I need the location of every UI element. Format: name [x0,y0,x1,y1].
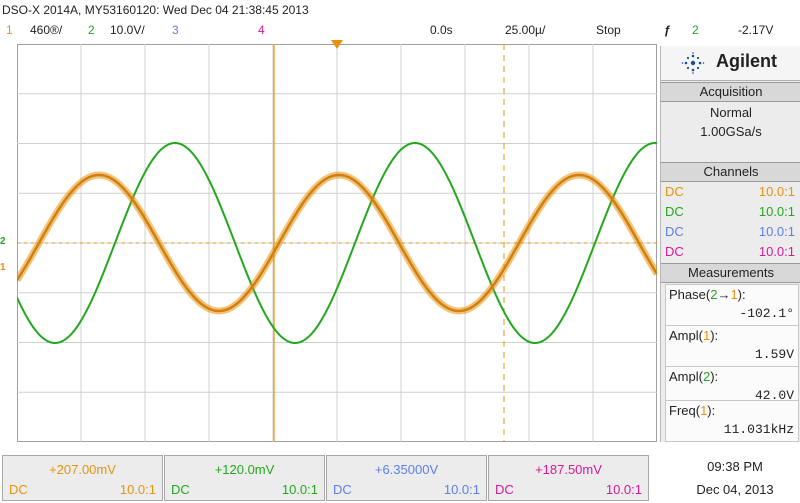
ch2-ground-marker[interactable]: 2 [0,236,6,247]
ampl2-close: ): [710,369,719,384]
acquisition-mode: Normal [710,105,752,120]
ch3-bottom-ratio: 10.0:1 [443,482,480,497]
channel-row-4[interactable]: DC 10.0:1 [661,244,800,263]
ampl2-label: Ampl( [669,369,703,384]
ch1-offset-softkey[interactable]: +207.00mV DC 10.0:1 [2,455,163,501]
ampl2-value: 42.0V [754,388,794,403]
graticule [17,44,657,442]
channel-scale-bar: 1 460®/ 2 10.0V/ 3 4 0.0s 25.00µ/ Stop ƒ… [0,20,800,40]
waveform-display[interactable] [17,44,657,442]
ch1-scale[interactable]: 460®/ [30,23,63,37]
ampl1-label: Ampl( [669,328,703,343]
ch1-waveform-noise-band [17,171,657,315]
ch4-offset: +187.50mV [535,462,602,477]
trigger-edge-icon[interactable]: ƒ [664,23,671,37]
channel-row-3[interactable]: DC 10.0:1 [661,224,800,243]
ch4-number[interactable]: 4 [258,23,265,37]
acquisition-heading[interactable]: Acquisition [661,82,800,102]
ampl1-value: 1.59V [754,347,794,362]
trigger-level[interactable]: -2.17V [738,23,774,37]
ch3-bottom-coupling: DC [333,482,352,497]
instrument-title: DSO-X 2014A, MY53160120: Wed Dec 04 21:3… [2,3,309,17]
freq-source: 1 [700,403,708,418]
phase-measurement[interactable]: Phase(2→1): -102.1° [665,284,799,326]
clock-date: Dec 04, 2013 [696,482,774,497]
ch1-offset: +207.00mV [49,462,116,477]
ampl1-close: ): [710,328,719,343]
ch4-probe-ratio: 10.0:1 [758,244,795,259]
ch1-bottom-coupling: DC [9,482,28,497]
ampl2-source: 2 [702,369,711,384]
ch1-probe-ratio: 10.0:1 [758,184,795,199]
clock: 09:38 PM Dec 04, 2013 [670,455,800,501]
ch1-coupling: DC [665,184,684,199]
channel-row-2[interactable]: DC 10.0:1 [661,204,800,223]
run-state[interactable]: Stop [596,23,621,37]
ch2-coupling: DC [665,204,684,219]
trigger-channel[interactable]: 2 [692,23,699,37]
phase-arrow: → [717,287,731,302]
ch4-bottom-ratio: 10.0:1 [605,482,642,497]
measurements-heading[interactable]: Measurements [661,263,800,283]
ch1-bottom-ratio: 10.0:1 [119,482,156,497]
phase-close: ): [737,287,746,302]
freq-close: ): [707,403,716,418]
time-offset[interactable]: 0.0s [430,23,453,37]
ch1-ground-marker[interactable]: 1 [0,262,6,273]
phase-label: Phase( [669,287,711,302]
sample-rate: 1.00GSa/s [700,124,762,139]
ch2-number[interactable]: 2 [88,23,95,37]
channels-heading[interactable]: Channels [661,162,800,182]
ch3-offset: +6.35000V [374,462,439,477]
agilent-spark-icon [681,52,705,74]
ch3-coupling: DC [665,224,684,239]
ch2-probe-ratio: 10.0:1 [758,204,795,219]
brand-name: Agilent [716,51,777,71]
ch2-offset-softkey[interactable]: +120.0mV DC 10.0:1 [164,455,325,501]
ch3-number[interactable]: 3 [172,23,179,37]
channel-offset-bar: +207.00mV DC 10.0:1 +120.0mV DC 10.0:1 +… [2,455,650,501]
ch2-bottom-coupling: DC [171,482,190,497]
clock-time: 09:38 PM [707,459,763,474]
ampl1-source: 1 [702,328,711,343]
freq-measurement[interactable]: Freq(1): 11.031kHz [665,400,799,442]
ch2-scale[interactable]: 10.0V/ [110,23,145,37]
ch2-offset: +120.0mV [214,462,275,477]
ch3-offset-softkey[interactable]: +6.35000V DC 10.0:1 [326,455,487,501]
status-header: DSO-X 2014A, MY53160120: Wed Dec 04 21:3… [0,0,800,20]
ch3-probe-ratio: 10.0:1 [758,224,795,239]
ch4-offset-softkey[interactable]: +187.50mV DC 10.0:1 [488,455,649,501]
ampl1-measurement[interactable]: Ampl(1): 1.59V [665,325,799,367]
trigger-position-marker[interactable] [331,40,343,50]
side-panel: Agilent Acquisition Normal 1.00GSa/s Cha… [660,46,800,442]
ch4-bottom-coupling: DC [495,482,514,497]
phase-value: -102.1° [739,306,794,321]
ch2-bottom-ratio: 10.0:1 [281,482,318,497]
ch1-number[interactable]: 1 [6,23,13,37]
ch2-waveform [17,141,657,345]
freq-label: Freq( [669,403,701,418]
ch4-coupling: DC [665,244,684,259]
freq-value: 11.031kHz [723,422,794,437]
phase-dest: 1 [730,287,738,302]
phase-source: 2 [710,287,718,302]
brand-header: Agilent [661,46,800,81]
channel-row-1[interactable]: DC 10.0:1 [661,184,800,203]
time-scale[interactable]: 25.00µ/ [505,23,546,37]
